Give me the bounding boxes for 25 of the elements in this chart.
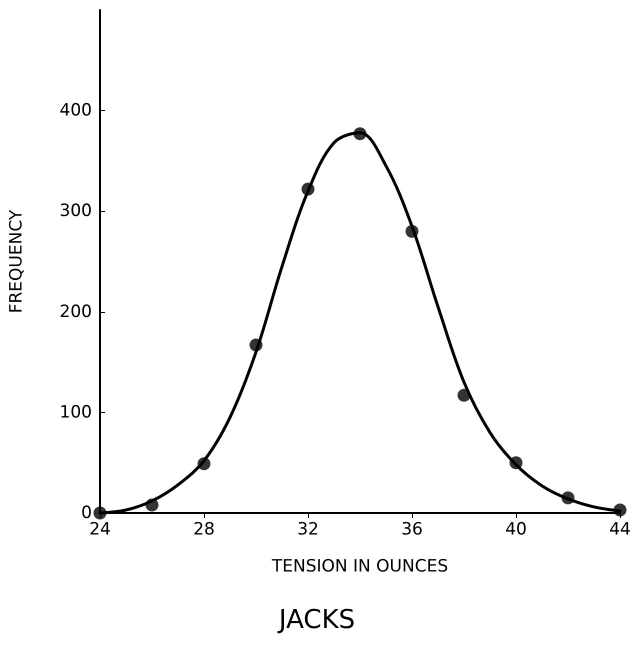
x-tick-label: 28: [193, 520, 215, 540]
x-tick-label: 24: [89, 520, 111, 540]
point: [146, 498, 158, 512]
x-tick-label: 44: [609, 520, 631, 540]
x-tick-label: 36: [401, 520, 423, 540]
y-tick-label: 400: [60, 100, 92, 121]
y-tick-label: 0: [81, 503, 92, 523]
point: [562, 491, 574, 504]
point: [94, 506, 106, 520]
y-tick-label: 100: [60, 402, 92, 422]
y-axis-title: FREQUENCY: [6, 209, 26, 314]
point: [614, 503, 626, 516]
y-tick-label: 300: [60, 201, 92, 222]
point: [458, 388, 470, 402]
point: [250, 338, 262, 352]
point: [302, 182, 314, 196]
point: [406, 224, 418, 238]
y-tick-label: 200: [60, 302, 92, 322]
point: [510, 456, 522, 470]
text: JACKS: [276, 605, 356, 635]
x-tick-label: 32: [297, 520, 319, 540]
point: [198, 457, 210, 470]
point: [354, 127, 366, 140]
x-tick-label: 40: [505, 520, 527, 540]
x-axis-title: TENSION IN OUNCES: [270, 556, 448, 576]
